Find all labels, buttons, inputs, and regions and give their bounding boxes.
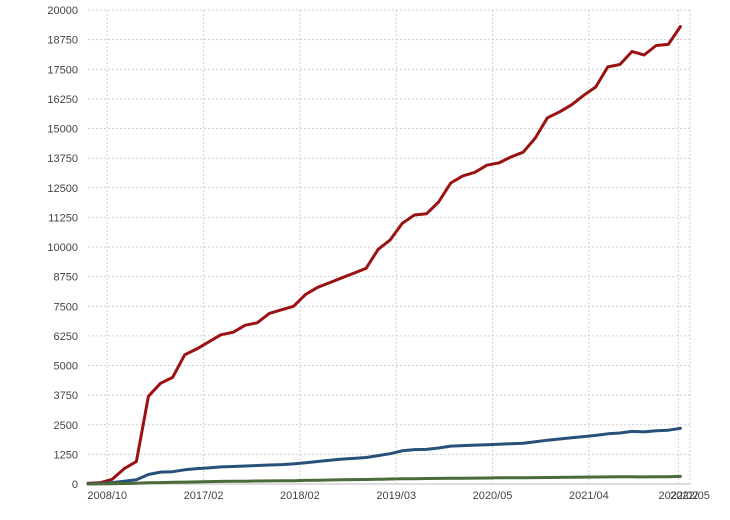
y-tick-label: 11250	[48, 212, 78, 224]
y-tick-label: 5000	[54, 361, 78, 373]
y-tick-label: 17500	[47, 64, 78, 76]
series-line-1	[86, 25, 682, 485]
y-tick-label: 10000	[47, 242, 78, 254]
y-tick-label: 20000	[47, 5, 78, 17]
x-tick-label: 2022/02	[659, 490, 699, 502]
y-tick-label: 13750	[47, 153, 78, 165]
x-tick-label: 2017/02	[184, 490, 224, 502]
x-tick-label: 2019/03	[376, 490, 416, 502]
y-tick-label: 15000	[47, 124, 78, 136]
series-lines	[86, 25, 682, 486]
x-tick-label: 2018/02	[280, 490, 320, 502]
grid	[88, 9, 691, 485]
x-tick-label: 2022/05	[670, 490, 710, 502]
y-tick-label: 1250	[54, 449, 78, 461]
y-axis-labels: 0 1250 2500 3750 5000 6250 7500 8750 10000 11250 1…	[47, 5, 78, 491]
y-tick-label: 3750	[54, 390, 78, 402]
x-tick-label: 2020/05	[473, 490, 513, 502]
y-tick-label: 0	[72, 479, 78, 491]
y-tick-label: 12500	[47, 183, 78, 195]
y-tick-label: 8750	[54, 272, 78, 284]
series-line-3	[86, 474, 682, 486]
y-tick-label: 2500	[54, 420, 78, 432]
x-tick-label: 2008/10	[87, 490, 127, 502]
y-tick-label: 7500	[54, 301, 78, 313]
x-axis-labels: 2008/10 2017/02 2018/02 2019/03 2020/05 2021/…	[87, 490, 710, 502]
x-tick-label: 2021/04	[569, 490, 609, 502]
y-tick-label: 18750	[47, 35, 78, 47]
series-line-2	[86, 426, 682, 486]
y-tick-label: 16250	[47, 94, 78, 106]
y-tick-label: 6250	[54, 331, 78, 343]
